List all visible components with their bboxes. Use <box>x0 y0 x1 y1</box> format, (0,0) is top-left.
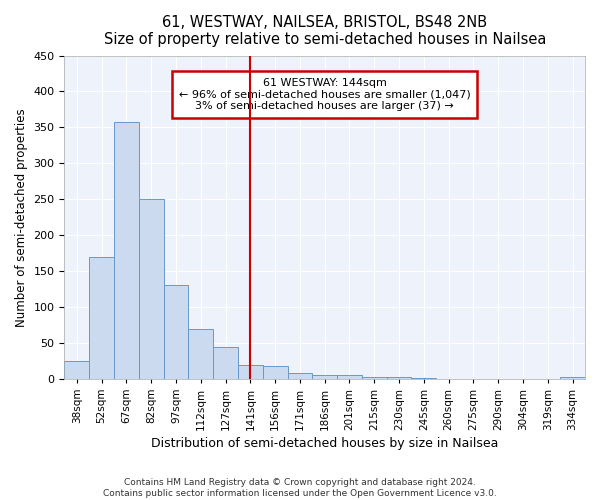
Bar <box>337 376 362 379</box>
Y-axis label: Number of semi-detached properties: Number of semi-detached properties <box>15 108 28 326</box>
Bar <box>213 346 238 379</box>
Bar <box>386 378 412 379</box>
Text: Contains HM Land Registry data © Crown copyright and database right 2024.
Contai: Contains HM Land Registry data © Crown c… <box>103 478 497 498</box>
Bar <box>362 376 386 379</box>
Bar <box>64 361 89 379</box>
Bar <box>188 328 213 379</box>
X-axis label: Distribution of semi-detached houses by size in Nailsea: Distribution of semi-detached houses by … <box>151 437 499 450</box>
Bar <box>238 364 263 379</box>
Bar <box>412 378 436 379</box>
Bar <box>164 286 188 379</box>
Bar <box>139 199 164 379</box>
Bar <box>287 373 313 379</box>
Text: 61 WESTWAY: 144sqm
← 96% of semi-detached houses are smaller (1,047)
3% of semi-: 61 WESTWAY: 144sqm ← 96% of semi-detache… <box>179 78 470 112</box>
Bar <box>313 376 337 379</box>
Title: 61, WESTWAY, NAILSEA, BRISTOL, BS48 2NB
Size of property relative to semi-detach: 61, WESTWAY, NAILSEA, BRISTOL, BS48 2NB … <box>104 15 546 48</box>
Bar <box>263 366 287 379</box>
Bar <box>89 256 114 379</box>
Bar <box>560 378 585 379</box>
Bar <box>114 122 139 379</box>
